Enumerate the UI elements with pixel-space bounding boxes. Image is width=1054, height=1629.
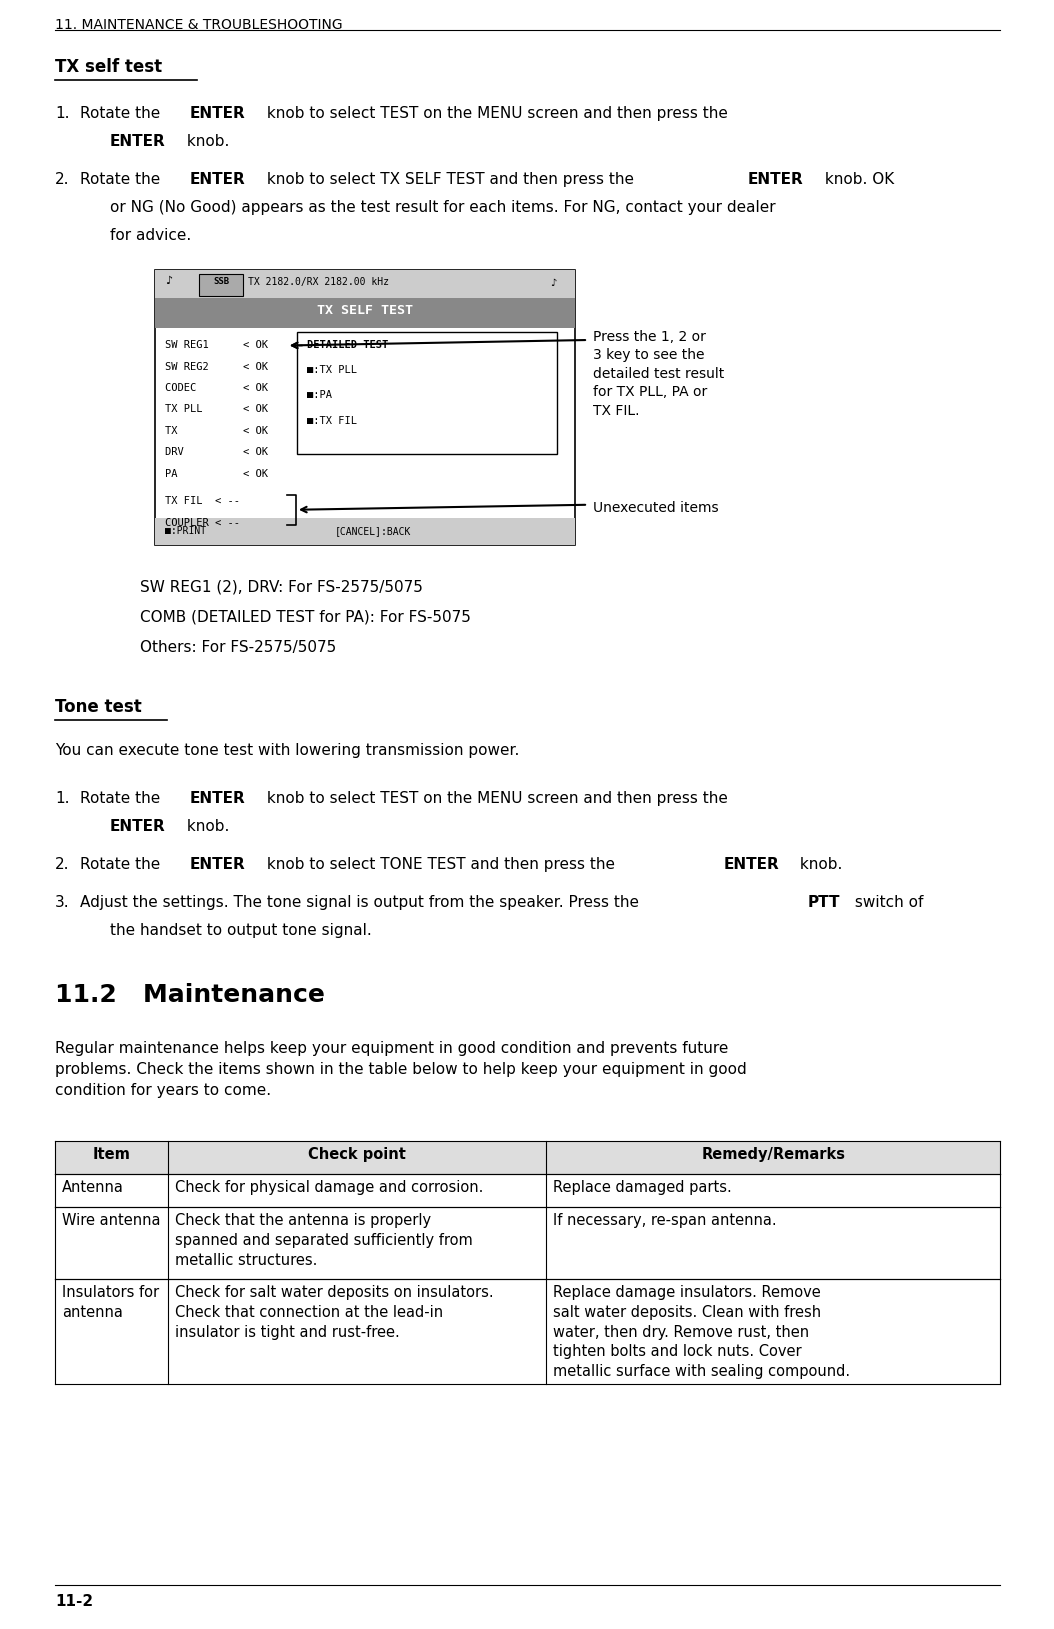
Bar xyxy=(155,270,575,298)
Bar xyxy=(55,1140,1000,1175)
Bar xyxy=(155,518,575,546)
Text: Regular maintenance helps keep your equipment in good condition and prevents fut: Regular maintenance helps keep your equi… xyxy=(55,1041,746,1098)
Text: or NG (No Good) appears as the test result for each items. For NG, contact your : or NG (No Good) appears as the test resu… xyxy=(110,200,776,215)
Text: Rotate the: Rotate the xyxy=(80,173,165,187)
Text: Replace damage insulators. Remove
salt water deposits. Clean with fresh
water, t: Replace damage insulators. Remove salt w… xyxy=(553,1285,851,1380)
Text: ENTER: ENTER xyxy=(190,792,246,806)
Text: < OK: < OK xyxy=(243,383,268,393)
Text: 1.: 1. xyxy=(55,792,70,806)
Text: Wire antenna: Wire antenna xyxy=(62,1214,160,1228)
Text: Others: For FS-2575/5075: Others: For FS-2575/5075 xyxy=(140,640,336,655)
Text: Rotate the: Rotate the xyxy=(80,857,165,872)
Text: ♪: ♪ xyxy=(165,275,172,285)
Text: 11-2: 11-2 xyxy=(55,1595,93,1609)
Text: Unexecuted items: Unexecuted items xyxy=(593,500,719,515)
Text: SW REG1: SW REG1 xyxy=(165,340,209,350)
Text: Check for salt water deposits on insulators.
Check that connection at the lead-i: Check for salt water deposits on insulat… xyxy=(175,1285,494,1339)
Text: ENTER: ENTER xyxy=(748,173,804,187)
Text: ENTER: ENTER xyxy=(110,819,165,834)
Text: TX SELF TEST: TX SELF TEST xyxy=(317,303,413,316)
Text: 2.: 2. xyxy=(55,857,70,872)
Text: [CANCEL]:BACK: [CANCEL]:BACK xyxy=(335,526,411,536)
Text: < OK: < OK xyxy=(243,427,268,437)
Text: PTT: PTT xyxy=(807,894,840,911)
Bar xyxy=(55,1207,1000,1279)
Text: Item: Item xyxy=(93,1147,131,1161)
Text: 11.2   Maintenance: 11.2 Maintenance xyxy=(55,982,325,1007)
Text: Check that the antenna is properly
spanned and separated sufficiently from
metal: Check that the antenna is properly spann… xyxy=(175,1214,473,1267)
Text: Check for physical damage and corrosion.: Check for physical damage and corrosion. xyxy=(175,1179,484,1196)
Bar xyxy=(155,298,575,327)
Text: Antenna: Antenna xyxy=(62,1179,124,1196)
Text: TX: TX xyxy=(165,427,209,437)
Text: Insulators for
antenna: Insulators for antenna xyxy=(62,1285,159,1319)
Text: knob to select TEST on the MENU screen and then press the: knob to select TEST on the MENU screen a… xyxy=(261,792,727,806)
Text: ENTER: ENTER xyxy=(190,857,246,872)
Text: ♪: ♪ xyxy=(550,277,557,287)
Text: ■:PA: ■:PA xyxy=(307,391,332,401)
Text: You can execute tone test with lowering transmission power.: You can execute tone test with lowering … xyxy=(55,743,520,757)
Text: SW REG2: SW REG2 xyxy=(165,362,209,371)
Text: ■:TX FIL: ■:TX FIL xyxy=(307,415,357,427)
Text: Replace damaged parts.: Replace damaged parts. xyxy=(553,1179,733,1196)
Text: Remedy/Remarks: Remedy/Remarks xyxy=(701,1147,845,1161)
Text: Rotate the: Rotate the xyxy=(80,106,165,121)
Text: ■:PRINT: ■:PRINT xyxy=(165,526,207,536)
Text: knob to select TONE TEST and then press the: knob to select TONE TEST and then press … xyxy=(261,857,620,872)
Text: knob to select TX SELF TEST and then press the: knob to select TX SELF TEST and then pre… xyxy=(261,173,639,187)
Text: If necessary, re-span antenna.: If necessary, re-span antenna. xyxy=(553,1214,777,1228)
Text: ENTER: ENTER xyxy=(110,134,165,148)
Text: Press the 1, 2 or
3 key to see the
detailed test result
for TX PLL, PA or
TX FIL: Press the 1, 2 or 3 key to see the detai… xyxy=(593,331,724,417)
Text: TX PLL: TX PLL xyxy=(165,404,209,414)
Text: CODEC: CODEC xyxy=(165,383,209,393)
Text: < OK: < OK xyxy=(243,362,268,371)
Text: Rotate the: Rotate the xyxy=(80,792,165,806)
Text: 3.: 3. xyxy=(55,894,70,911)
Text: 11. MAINTENANCE & TROUBLESHOOTING: 11. MAINTENANCE & TROUBLESHOOTING xyxy=(55,18,343,33)
Text: ENTER: ENTER xyxy=(190,173,246,187)
Text: Check point: Check point xyxy=(309,1147,407,1161)
Text: the handset to output tone signal.: the handset to output tone signal. xyxy=(110,924,372,938)
Text: switch of: switch of xyxy=(850,894,923,911)
Text: SW REG1 (2), DRV: For FS-2575/5075: SW REG1 (2), DRV: For FS-2575/5075 xyxy=(140,580,423,595)
Text: SSB: SSB xyxy=(213,277,229,287)
Text: < OK: < OK xyxy=(243,448,268,458)
Text: knob to select TEST on the MENU screen and then press the: knob to select TEST on the MENU screen a… xyxy=(261,106,727,121)
Bar xyxy=(55,1175,1000,1207)
Text: 2.: 2. xyxy=(55,173,70,187)
Text: DETAILED TEST: DETAILED TEST xyxy=(307,340,388,350)
Text: Tone test: Tone test xyxy=(55,697,141,717)
Text: Adjust the settings. The tone signal is output from the speaker. Press the: Adjust the settings. The tone signal is … xyxy=(80,894,644,911)
Bar xyxy=(297,332,557,454)
Text: < OK: < OK xyxy=(243,404,268,414)
Text: PA: PA xyxy=(165,469,209,479)
Bar xyxy=(55,1279,1000,1385)
Text: knob. OK: knob. OK xyxy=(820,173,894,187)
Text: < OK: < OK xyxy=(243,340,268,350)
Text: TX 2182.0/RX 2182.00 kHz: TX 2182.0/RX 2182.00 kHz xyxy=(248,277,389,287)
Text: 1.: 1. xyxy=(55,106,70,121)
Text: ENTER: ENTER xyxy=(723,857,779,872)
Text: COUPLER < --: COUPLER < -- xyxy=(165,518,240,528)
Bar xyxy=(155,270,575,546)
Text: TX self test: TX self test xyxy=(55,59,162,77)
Text: DRV: DRV xyxy=(165,448,209,458)
Text: ■:TX PLL: ■:TX PLL xyxy=(307,365,357,375)
FancyBboxPatch shape xyxy=(199,275,243,295)
Text: knob.: knob. xyxy=(796,857,843,872)
Text: < OK: < OK xyxy=(243,469,268,479)
Text: ENTER: ENTER xyxy=(190,106,246,121)
Text: TX FIL  < --: TX FIL < -- xyxy=(165,497,240,507)
Text: COMB (DETAILED TEST for PA): For FS-5075: COMB (DETAILED TEST for PA): For FS-5075 xyxy=(140,609,471,626)
Text: knob.: knob. xyxy=(182,134,230,148)
Text: knob.: knob. xyxy=(182,819,230,834)
Text: for advice.: for advice. xyxy=(110,228,191,243)
